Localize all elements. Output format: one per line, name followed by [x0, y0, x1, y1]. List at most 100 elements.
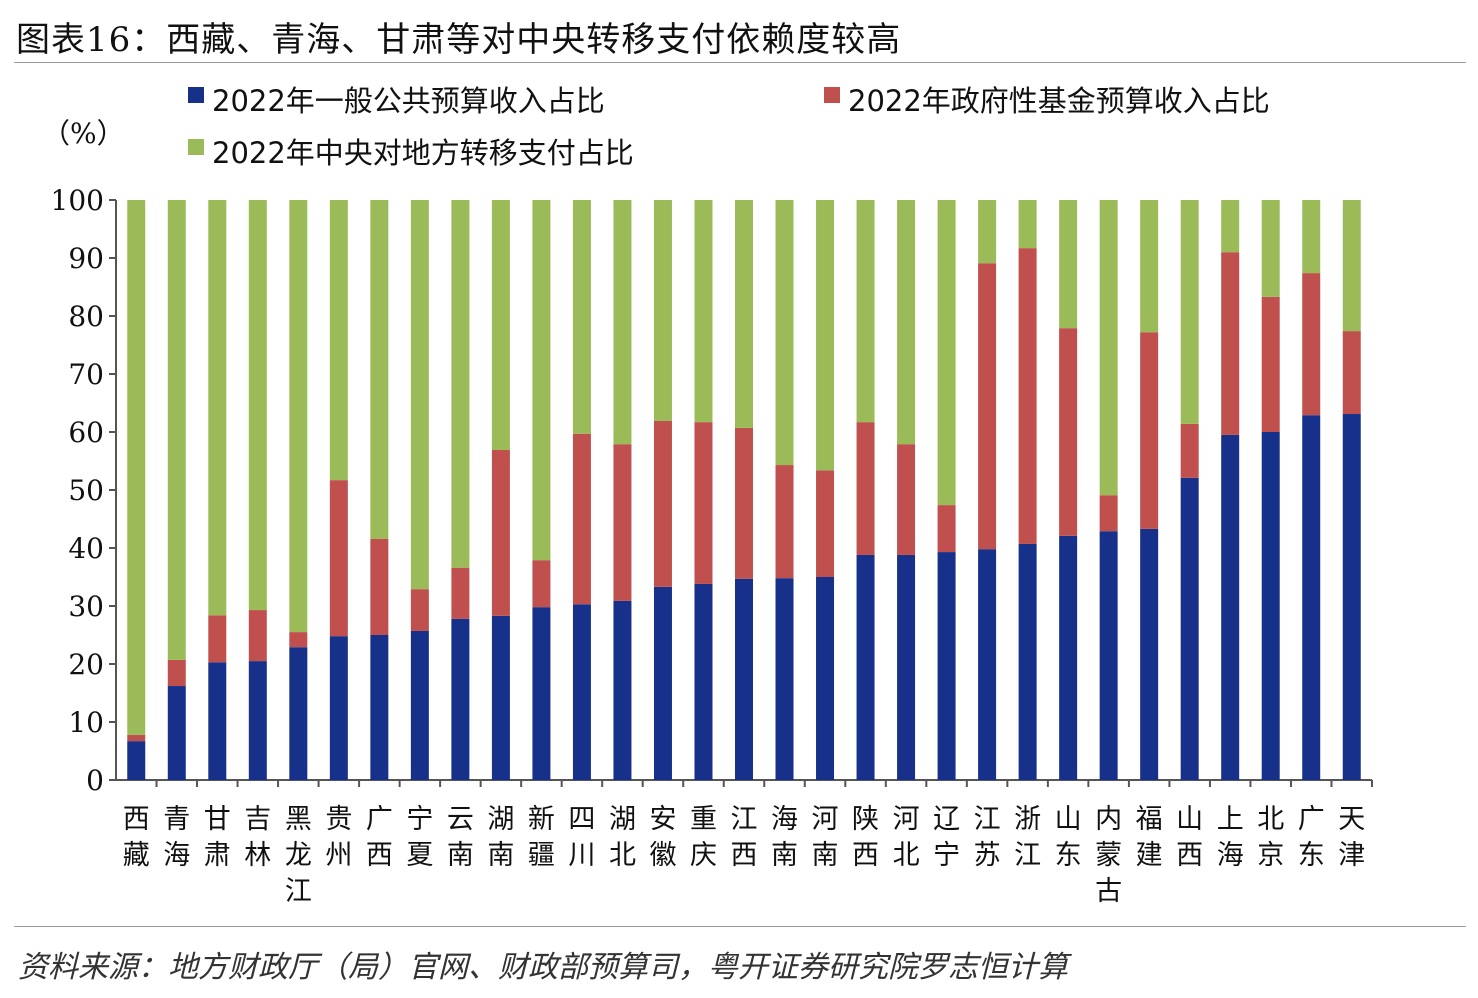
bar-segment-fund-budget [1221, 252, 1240, 435]
x-category-label: 陕西 [852, 804, 879, 871]
x-category-label: 辽宁 [933, 804, 960, 871]
bar-segment-fund-budget [1261, 296, 1280, 432]
x-category-label: 福建 [1136, 804, 1163, 871]
bar-segment-general-budget [532, 607, 551, 780]
x-category-label: 内蒙古 [1095, 804, 1122, 907]
bar-segment-transfer [1180, 200, 1199, 424]
bar-segment-fund-budget [1302, 273, 1321, 416]
x-category-label: 吉林 [244, 804, 271, 871]
y-tick-label: 100 [51, 184, 104, 217]
bar-segment-general-budget [329, 636, 348, 780]
legend-swatch [188, 139, 204, 155]
bar-segment-transfer [208, 200, 227, 616]
bar-segment-general-budget [127, 741, 146, 780]
bar-segment-fund-budget [775, 465, 794, 579]
bar-segment-transfer [451, 200, 470, 568]
bar-segment-fund-budget [451, 567, 470, 619]
y-tick-label: 0 [86, 764, 104, 797]
bar-segment-fund-budget [937, 505, 956, 553]
bar-segment-fund-budget [329, 480, 348, 637]
bar-segment-fund-budget [613, 444, 632, 601]
y-tick-label: 20 [68, 648, 104, 681]
bar-segment-general-budget [289, 647, 308, 780]
bar-segment-general-budget [1180, 477, 1199, 780]
x-category-label: 贵州 [325, 804, 352, 871]
bar-segment-fund-budget [491, 449, 510, 616]
bar-segment-general-budget [694, 583, 713, 780]
y-tick-label: 10 [68, 706, 104, 739]
x-category-label: 河南 [812, 804, 839, 871]
bar-segment-general-budget [248, 661, 267, 780]
x-category-label: 上海 [1217, 804, 1244, 871]
bar-segment-transfer [1221, 200, 1240, 253]
x-category-label: 安徽 [649, 804, 676, 871]
bar-segment-fund-budget [816, 470, 835, 577]
bar-segment-fund-budget [1140, 332, 1159, 529]
legend-swatch [188, 87, 204, 103]
bar-segment-fund-budget [167, 659, 186, 687]
bar-segment-transfer [329, 200, 348, 481]
y-tick-label: 50 [68, 474, 104, 507]
x-category-label: 甘肃 [204, 804, 231, 871]
y-tick-label: 60 [68, 416, 104, 449]
bar-segment-transfer [1018, 200, 1037, 249]
bar-segment-transfer [1342, 200, 1361, 332]
bar-segment-transfer [289, 200, 308, 633]
bar-segment-transfer [532, 200, 551, 561]
bar-segment-fund-budget [572, 433, 591, 605]
bar-segment-transfer [127, 200, 146, 735]
x-category-label: 天津 [1338, 804, 1365, 871]
y-tick-label: 80 [68, 300, 104, 333]
bar-segment-general-budget [1140, 528, 1159, 780]
bar-segment-transfer [775, 200, 794, 466]
x-category-label: 河北 [893, 804, 920, 871]
bar-segment-general-budget [491, 615, 510, 780]
bar-segment-general-budget [1302, 415, 1321, 780]
legend-label: 2022年一般公共预算收入占比 [212, 84, 605, 118]
bar-segment-general-budget [1261, 432, 1280, 780]
bar-segment-transfer [613, 200, 632, 445]
x-category-label: 四川 [568, 804, 595, 871]
bar-segment-general-budget [653, 586, 672, 780]
bar-segment-transfer [370, 200, 389, 539]
x-category-label: 西藏 [123, 804, 150, 871]
bar-segment-general-budget [1099, 531, 1118, 780]
bar-segment-fund-budget [735, 427, 753, 579]
bar-segment-fund-budget [1180, 423, 1199, 478]
y-tick-label: 90 [68, 242, 104, 275]
bar-segment-general-budget [370, 635, 389, 780]
bar-segment-fund-budget [532, 560, 551, 608]
bar-segment-transfer [653, 200, 672, 421]
bar-segment-fund-budget [1059, 328, 1078, 536]
bar-segment-transfer [572, 200, 591, 434]
bar-segment-transfer [410, 200, 429, 590]
bar-segment-general-budget [978, 549, 997, 780]
source-note: 资料来源：地方财政厅（局）官网、财政部预算司，粤开证券研究院罗志恒计算 [18, 950, 1068, 985]
bar-segment-transfer [856, 200, 875, 423]
x-category-label: 湖南 [487, 804, 514, 871]
chart-title: 图表16：西藏、青海、甘肃等对中央转移支付依赖度较高 [16, 20, 902, 60]
bar-segment-transfer [937, 200, 956, 506]
bar-segment-fund-budget [410, 589, 429, 631]
bar-segment-transfer [816, 200, 835, 471]
x-category-label: 海南 [771, 804, 798, 871]
x-category-label: 湖北 [609, 804, 636, 871]
y-tick-label: 30 [68, 590, 104, 623]
bar-segment-transfer [491, 200, 510, 450]
x-category-label: 青海 [163, 804, 190, 871]
bar-segment-transfer [1302, 200, 1321, 274]
x-category-label: 江西 [731, 804, 758, 871]
bar-segment-general-budget [410, 630, 429, 780]
bar-segment-fund-budget [127, 734, 146, 742]
legend-label: 2022年中央对地方转移支付占比 [212, 136, 634, 170]
bar-segment-general-budget [897, 554, 916, 780]
bar-segment-fund-budget [978, 263, 997, 550]
bar-segment-fund-budget [1342, 331, 1361, 415]
x-category-label: 宁夏 [406, 804, 433, 871]
bar-segment-fund-budget [694, 422, 713, 584]
bar-segment-general-budget [1059, 535, 1078, 780]
bar-segment-general-budget [1018, 543, 1037, 780]
source-divider [14, 926, 1466, 927]
title-divider [14, 62, 1466, 63]
